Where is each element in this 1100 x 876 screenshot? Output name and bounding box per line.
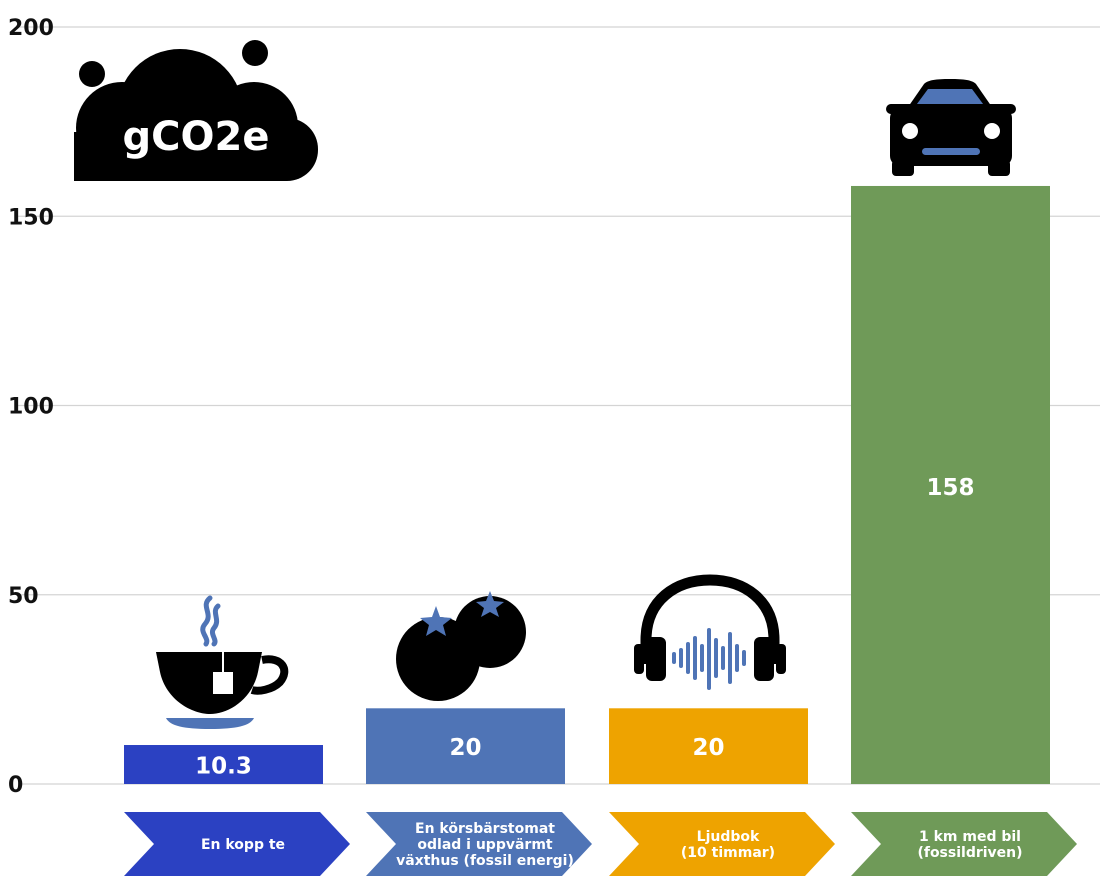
bar <box>124 745 323 784</box>
headphones-icon <box>634 574 786 690</box>
category-label: odlad i uppvärmt <box>417 837 553 853</box>
category-label: (10 timmar) <box>681 845 775 861</box>
value-label: 10.3 <box>195 754 252 780</box>
category-arrow <box>609 812 835 876</box>
value-label: 20 <box>449 735 481 761</box>
car-icon <box>886 79 1016 176</box>
category-label: (fossildriven) <box>917 845 1022 861</box>
category-arrow <box>366 812 592 876</box>
category-label: En kopp te <box>201 837 285 853</box>
category-arrow <box>851 812 1077 876</box>
bar <box>609 708 808 784</box>
y-tick-label: 50 <box>8 584 39 609</box>
y-tick-label: 200 <box>8 16 54 41</box>
cloud-icon: gCO2e <box>74 40 318 181</box>
y-axis-ticks: 0 50 100 150 200 <box>8 16 54 798</box>
tea-cup-icon <box>156 595 289 729</box>
category-label: En körsbärstomat <box>415 821 555 837</box>
unit-label: gCO2e <box>123 114 270 160</box>
value-label: 158 <box>926 475 974 501</box>
value-label: 20 <box>692 735 724 761</box>
bar <box>366 708 565 784</box>
y-tick-label: 150 <box>8 205 54 230</box>
category-label: växthus (fossil energi) <box>396 853 574 869</box>
y-tick-label: 100 <box>8 395 54 420</box>
category-label: 1 km med bil <box>919 829 1021 845</box>
category-arrow <box>124 812 350 876</box>
bar <box>851 185 1050 785</box>
tomato-icon <box>396 591 526 701</box>
category-label: Ljudbok <box>697 829 760 845</box>
y-tick-label: 0 <box>8 773 23 798</box>
